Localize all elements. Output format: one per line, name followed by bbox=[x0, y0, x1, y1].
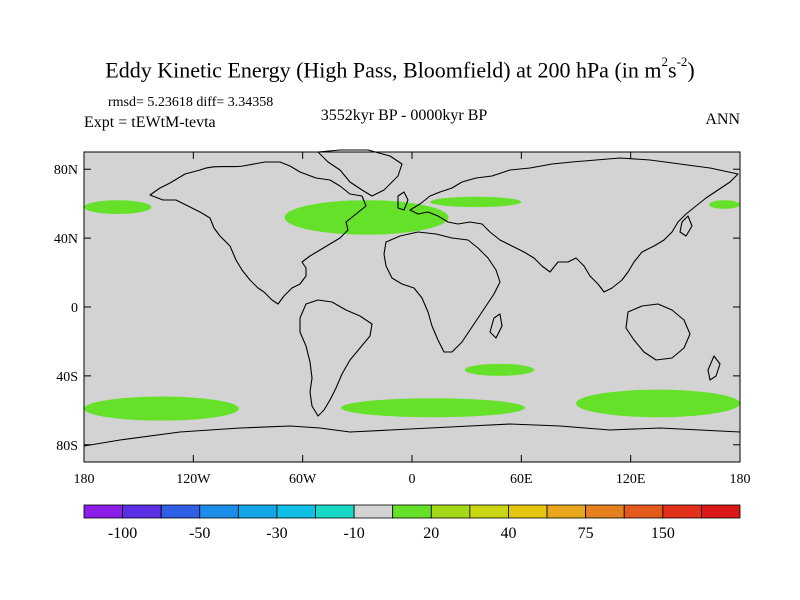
y-tick-label-3: 40S bbox=[56, 370, 78, 385]
colorbar-swatch-12 bbox=[546, 504, 587, 519]
anomaly-region-6 bbox=[340, 398, 525, 418]
anomaly-region-1 bbox=[84, 200, 152, 214]
colorbar-label-5: 40 bbox=[500, 525, 516, 542]
coastline-eurasia bbox=[409, 157, 739, 293]
x-tick-label-1: 120W bbox=[176, 472, 211, 487]
y-tick-label-0: 80N bbox=[54, 163, 78, 178]
x-tick-label-3: 0 bbox=[409, 472, 416, 487]
anomaly-region-7 bbox=[84, 396, 239, 421]
colorbar-label-0: -100 bbox=[108, 525, 137, 542]
colorbar-swatch-0 bbox=[83, 504, 123, 519]
anomaly-regions bbox=[84, 196, 740, 421]
colorbar-swatch-2 bbox=[160, 504, 201, 519]
x-tick-label-6: 180 bbox=[730, 472, 751, 487]
coastlines bbox=[83, 149, 741, 447]
colorbar-swatch-5 bbox=[276, 504, 316, 519]
colorbar-swatch-1 bbox=[122, 504, 162, 519]
colorbar-swatch-13 bbox=[585, 504, 625, 519]
x-tick-label-4: 60E bbox=[510, 472, 533, 487]
coastline-madagascar bbox=[489, 313, 503, 339]
x-tick-label-0: 180 bbox=[74, 472, 95, 487]
colorbar-label-3: -10 bbox=[343, 525, 364, 542]
anomaly-region-3 bbox=[430, 196, 522, 208]
rmsd-diff-stats: rmsd= 5.23618 diff= 3.34358 bbox=[108, 95, 274, 110]
colorbar-label-1: -50 bbox=[189, 525, 210, 542]
y-tick-label-4: 80S bbox=[56, 439, 78, 454]
y-tick-label-2: 0 bbox=[71, 301, 78, 316]
season-label: ANN bbox=[705, 111, 740, 128]
colorbar-swatch-10 bbox=[469, 504, 509, 519]
colorbar: -100 -50 -30 -10 20 40 75 150 bbox=[83, 504, 741, 542]
colorbar-swatch-3 bbox=[199, 504, 239, 519]
colorbar-label-4: 20 bbox=[423, 525, 439, 542]
x-tick-label-5: 120E bbox=[616, 472, 646, 487]
anomaly-region-8 bbox=[576, 389, 740, 418]
experiment-label: Expt = tEWtM-tevta bbox=[84, 114, 216, 131]
coastline-japan bbox=[679, 215, 693, 237]
anomaly-region-2 bbox=[284, 200, 449, 235]
coastline-africa bbox=[383, 231, 501, 353]
y-tick-label-1: 40N bbox=[54, 232, 78, 247]
colorbar-label-6: 75 bbox=[578, 525, 594, 542]
x-tick-label-2: 60W bbox=[289, 472, 317, 487]
coastline-australia bbox=[625, 303, 691, 361]
coastline-antarctica bbox=[83, 423, 741, 447]
colorbar-swatch-11 bbox=[508, 504, 548, 519]
colorbar-label-7: 150 bbox=[651, 525, 675, 542]
colorbar-swatch-4 bbox=[237, 504, 278, 519]
coastline-south-america bbox=[299, 299, 373, 417]
anomaly-region-5 bbox=[464, 363, 535, 376]
colorbar-swatch-6 bbox=[315, 504, 355, 519]
colorbar-swatch-8 bbox=[392, 504, 432, 519]
colorbar-swatch-9 bbox=[430, 504, 471, 519]
coastline-british-isles bbox=[397, 191, 409, 211]
coastline-greenland bbox=[317, 149, 403, 197]
anomaly-region-4 bbox=[709, 200, 740, 209]
colorbar-swatch-15 bbox=[662, 504, 702, 519]
coastline-north-america bbox=[149, 161, 367, 305]
map-axes: 180 120W 60W 0 60E 120E 180 80N 40N 0 40S 80S bbox=[54, 152, 751, 487]
colorbar-label-2: -30 bbox=[266, 525, 287, 542]
colorbar-swatch-14 bbox=[623, 504, 664, 519]
coastline-new-zealand bbox=[707, 355, 721, 381]
plot-title: Eddy Kinetic Energy (High Pass, Bloomfie… bbox=[105, 54, 695, 83]
period-label: 3552kyr BP - 0000kyr BP bbox=[320, 107, 488, 124]
colorbar-swatch-16 bbox=[701, 504, 741, 519]
colorbar-swatch-7 bbox=[353, 504, 394, 519]
